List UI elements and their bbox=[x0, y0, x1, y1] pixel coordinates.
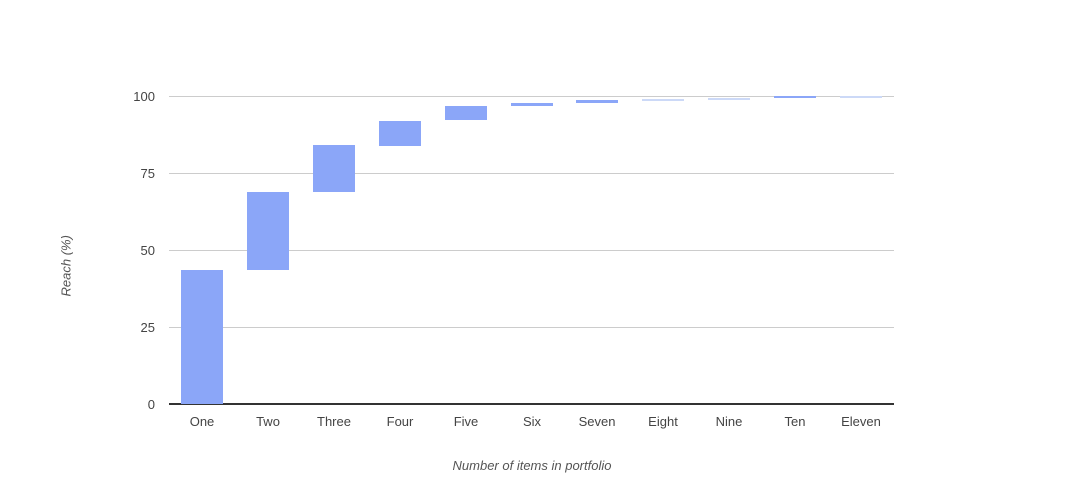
x-tick-label-nine: Nine bbox=[715, 414, 743, 429]
x-tick-label-six: Six bbox=[522, 414, 542, 429]
bar-one[interactable] bbox=[181, 270, 223, 404]
y-tick-label-0: 0 bbox=[147, 397, 155, 412]
gridline-50 bbox=[169, 250, 894, 251]
bar-eleven[interactable] bbox=[840, 96, 882, 98]
x-tick-label-seven: Seven bbox=[578, 414, 616, 429]
x-tick-label-one: One bbox=[189, 414, 215, 429]
x-tick-label-five: Five bbox=[453, 414, 479, 429]
bar-nine[interactable] bbox=[708, 98, 750, 100]
x-tick-label-four: Four bbox=[386, 414, 414, 429]
x-tick-label-two: Two bbox=[256, 414, 280, 429]
y-tick-label-75: 75 bbox=[140, 166, 155, 181]
bar-seven[interactable] bbox=[576, 100, 618, 103]
y-tick-label-100: 100 bbox=[133, 89, 155, 104]
x-axis-baseline bbox=[169, 403, 894, 405]
gridline-100 bbox=[169, 96, 894, 97]
y-tick-label-25: 25 bbox=[140, 320, 155, 335]
bar-two[interactable] bbox=[247, 192, 289, 270]
gridline-25 bbox=[169, 327, 894, 328]
bar-four[interactable] bbox=[379, 121, 421, 146]
x-tick-label-eight: Eight bbox=[648, 414, 678, 429]
bar-five[interactable] bbox=[445, 106, 487, 120]
gridline-75 bbox=[169, 173, 894, 174]
x-tick-label-eleven: Eleven bbox=[841, 414, 881, 429]
x-tick-label-ten: Ten bbox=[784, 414, 806, 429]
bar-three[interactable] bbox=[313, 145, 355, 192]
x-tick-label-three: Three bbox=[317, 414, 351, 429]
bar-eight[interactable] bbox=[642, 99, 684, 101]
y-tick-label-50: 50 bbox=[140, 243, 155, 258]
x-axis-title: Number of items in portfolio bbox=[452, 458, 612, 473]
bar-six[interactable] bbox=[511, 103, 553, 106]
bar-ten[interactable] bbox=[774, 96, 816, 98]
